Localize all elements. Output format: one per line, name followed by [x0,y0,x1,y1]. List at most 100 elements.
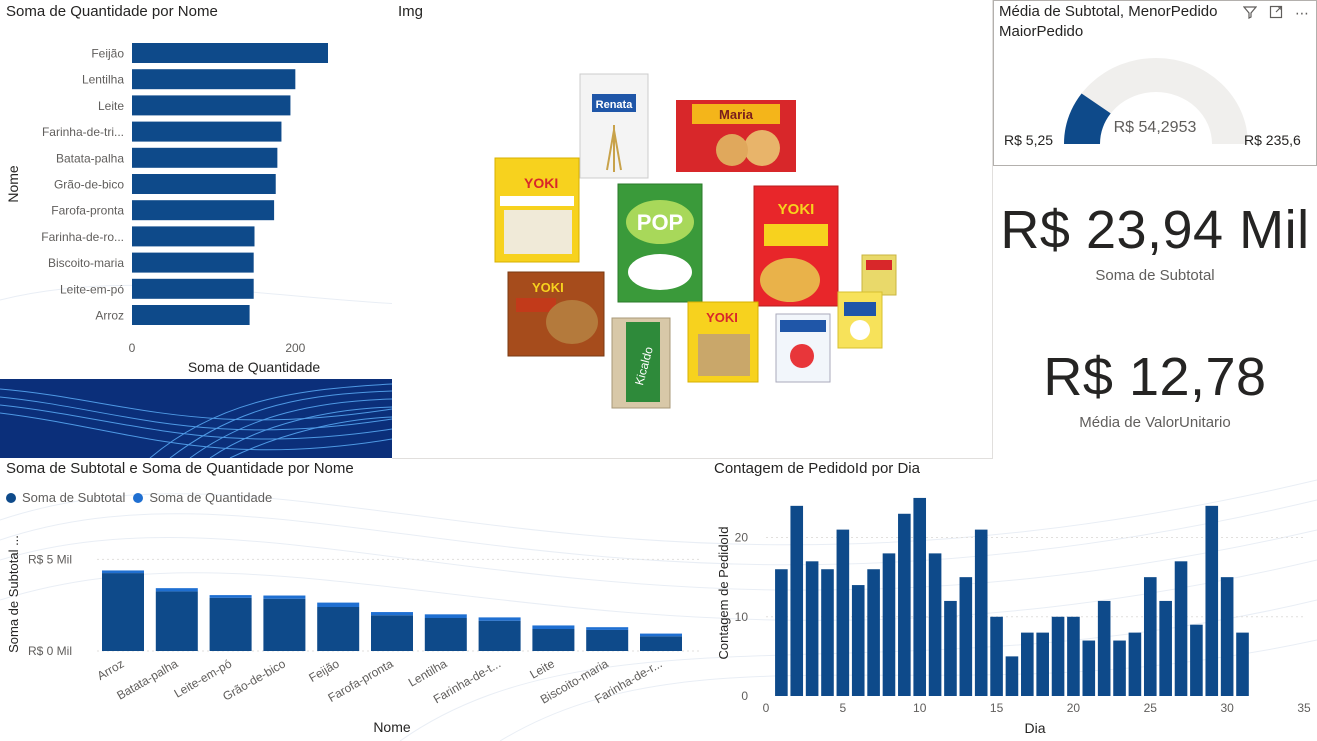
stack-bar-quantidade[interactable] [263,595,306,599]
day-bar[interactable] [990,616,1003,696]
day-chart-title: Contagem de PedidoId por Dia [714,460,920,477]
stack-bar-quantidade[interactable] [371,612,413,616]
stack-y-tick: R$ 5 Mil [28,552,72,566]
day-bar[interactable] [1205,505,1219,696]
subtotal-quantity-chart[interactable]: Soma de Subtotal e Soma de Quantidade po… [0,458,708,741]
day-bar[interactable] [944,600,957,696]
hbar-bar[interactable] [132,278,254,299]
stack-bar-subtotal[interactable] [640,636,682,651]
day-y-label: Contagem de PedidoId [716,527,731,660]
stack-bar-quantidade[interactable] [155,588,198,592]
product-small-yoki [861,254,897,296]
hbar-x-tick: 0 [129,341,136,355]
hbar-category-label: Arroz [95,309,124,323]
stack-bar-subtotal[interactable] [317,607,360,651]
hbar-bar[interactable] [132,95,291,116]
day-bar[interactable] [1220,577,1234,696]
product-renata: Renata [579,73,649,179]
kpi-avg-unit-card[interactable]: R$ 12,78 Média de ValorUnitario [993,335,1317,435]
product-piracanjuba [775,313,831,383]
hbar-bar[interactable] [132,226,255,247]
day-bar[interactable] [867,569,880,696]
hbar-bar[interactable] [132,69,296,90]
hbar-x-label: Soma de Quantidade [188,359,321,375]
hbar-category-label: Farinha-de-ro... [41,230,124,244]
stack-bar-subtotal[interactable] [263,598,306,651]
stack-bar-quantidade[interactable] [317,602,360,607]
product-grao-de-bico: YOKI [687,301,759,383]
day-bar[interactable] [974,529,988,696]
gauge-svg: R$ 5,25 R$ 235,6 R$ 54,2953 [1004,58,1301,148]
expand-icon[interactable] [1268,5,1284,21]
day-bar[interactable] [1005,656,1019,696]
quantity-by-name-chart[interactable]: Soma de Quantidade por Nome Feijão Lentil… [0,0,392,378]
stack-bar-quantidade[interactable] [102,570,144,574]
stack-bar-subtotal[interactable] [209,597,252,651]
day-bar[interactable] [1082,640,1096,696]
day-bar[interactable] [851,585,865,696]
filter-icon[interactable] [1242,5,1258,21]
day-bar[interactable] [1174,561,1188,696]
hbar-bar[interactable] [132,305,250,325]
day-bar[interactable] [1236,632,1249,696]
day-bar[interactable] [1143,577,1157,696]
day-bar[interactable] [1021,632,1034,696]
stack-bar-quantidade[interactable] [424,614,467,618]
day-bar[interactable] [913,497,927,696]
gauge-title-line2: MaiorPedido [999,23,1084,40]
day-x-tick: 20 [1067,701,1081,715]
stack-bar-quantidade[interactable] [586,627,629,630]
stack-bar-subtotal[interactable] [371,615,413,651]
day-bar[interactable] [928,553,942,696]
day-bar[interactable] [1051,616,1065,696]
stack-bar-subtotal[interactable] [532,629,575,651]
stack-bar-subtotal[interactable] [424,618,467,651]
day-bar[interactable] [1097,600,1111,696]
hbar-category-label: Biscoito-maria [48,256,124,270]
hbar-bar[interactable] [132,147,278,168]
kpi-subtotal-value: R$ 23,94 Mil [1000,200,1310,260]
stack-bar-subtotal[interactable] [586,629,629,651]
day-bar[interactable] [1113,640,1126,696]
stack-bar-subtotal[interactable] [155,591,198,651]
stack-bar-quantidade[interactable] [209,595,252,598]
kpi-subtotal-card[interactable]: R$ 23,94 Mil Soma de Subtotal [993,185,1317,295]
day-bar[interactable] [775,569,788,696]
stack-legend: Soma de Subtotal Soma de Quantidade [6,490,272,505]
day-y-tick: 20 [735,531,749,545]
day-bar[interactable] [805,561,819,696]
day-bar[interactable] [882,553,896,696]
orders-by-day-chart[interactable]: Contagem de PedidoId por Dia 0 10 20 0 5 10 15… [708,458,1317,741]
day-bar[interactable] [836,529,850,696]
day-bar[interactable] [1159,600,1172,696]
day-y-tick: 10 [735,610,749,624]
stack-y-label: Soma de Subtotal ... [6,535,21,653]
stack-bar-quantidade[interactable] [478,617,521,621]
day-bar[interactable] [1128,632,1142,696]
day-bar[interactable] [1036,632,1049,696]
hbar-bar[interactable] [132,252,254,273]
day-bar[interactable] [821,569,834,696]
stack-bar-subtotal[interactable] [102,573,144,651]
hbar-bar[interactable] [132,121,282,142]
day-x-tick: 15 [990,701,1004,715]
stack-category-label: Arroz [95,656,127,682]
gauge-visual[interactable]: Média de Subtotal, MenorPedido MaiorPedi… [993,0,1317,166]
day-x-tick: 25 [1144,701,1158,715]
product-image-panel[interactable]: Img Renata Maria YOKI POP [392,0,993,459]
day-bar[interactable] [959,577,973,696]
stack-bar-subtotal[interactable] [478,620,521,651]
day-bar[interactable] [790,505,804,696]
day-bar[interactable] [898,513,911,696]
more-icon[interactable]: ⋯ [1295,5,1309,21]
day-bar[interactable] [1067,616,1080,696]
stack-bar-quantidade[interactable] [532,625,575,629]
day-bar[interactable] [1190,624,1203,696]
gauge-min-label: R$ 5,25 [1004,132,1053,148]
stack-bar-quantidade[interactable] [640,633,682,637]
hbar-bar[interactable] [132,174,276,194]
hbar-bar[interactable] [132,200,275,221]
product-maria: Maria [676,100,796,172]
hbar-bar[interactable] [132,43,328,63]
